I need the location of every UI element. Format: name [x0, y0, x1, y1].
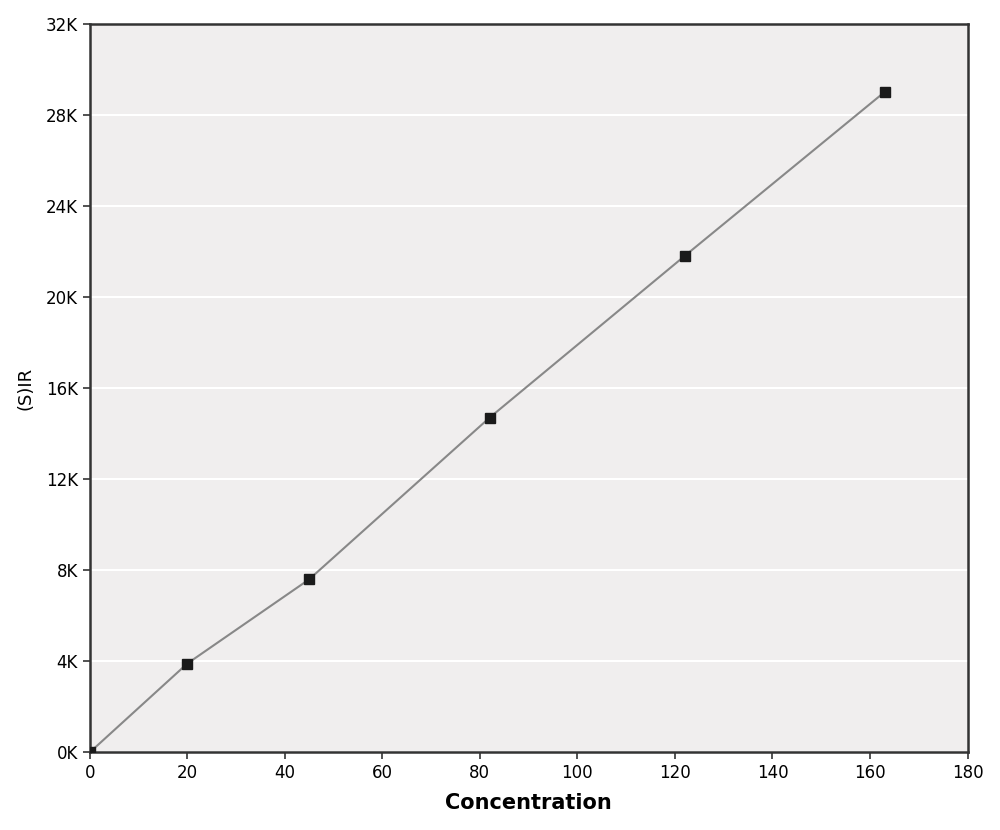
- X-axis label: Concentration: Concentration: [445, 793, 612, 813]
- Y-axis label: (S)IR: (S)IR: [17, 367, 35, 409]
